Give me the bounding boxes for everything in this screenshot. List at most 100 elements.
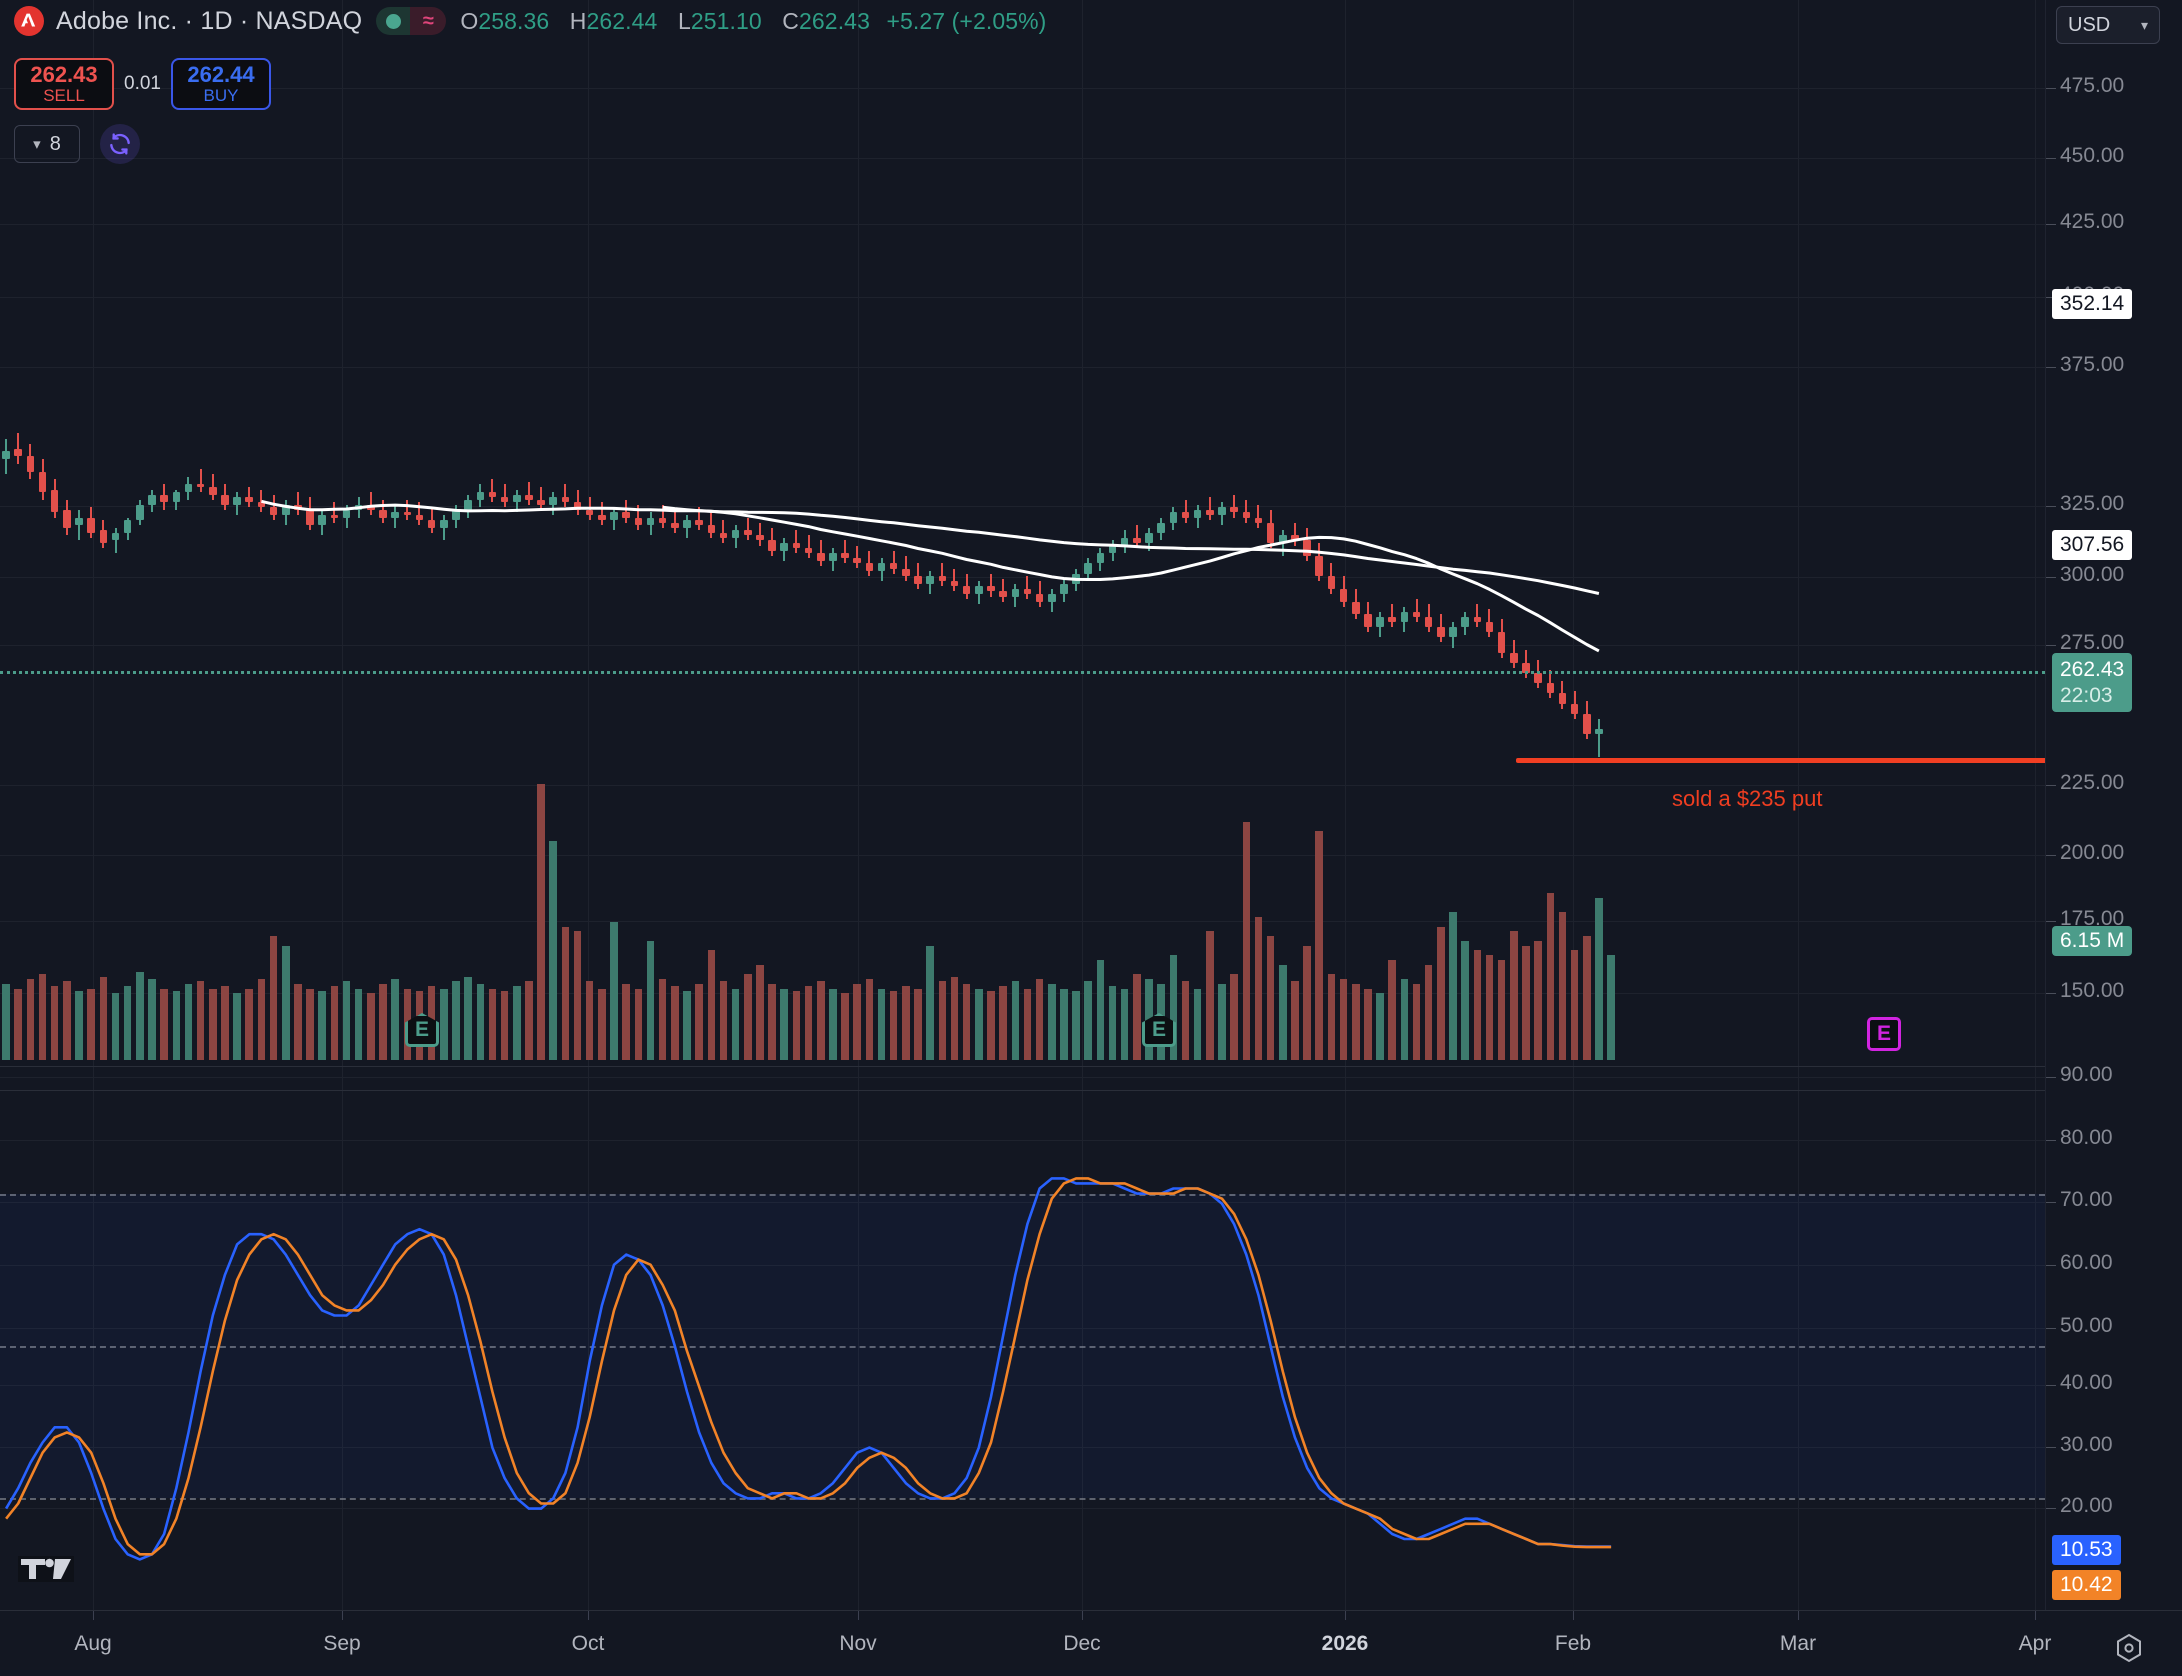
- volume-bar: [1072, 990, 1080, 1060]
- candle-body: [160, 494, 168, 503]
- candle-body: [634, 517, 643, 526]
- chevron-down-icon[interactable]: ▾: [33, 136, 41, 153]
- candlestick: [476, 484, 485, 508]
- candle-body: [525, 494, 533, 500]
- candle-body: [26, 456, 35, 472]
- currency-label: USD: [2068, 13, 2111, 36]
- candle-body: [768, 540, 776, 551]
- candlestick: [1534, 660, 1542, 689]
- earnings-marker-future[interactable]: E: [1867, 1017, 1901, 1051]
- volume-bar: [889, 990, 898, 1060]
- grid-line: [0, 1077, 2045, 1078]
- volume-bar: [999, 986, 1007, 1060]
- candlestick: [549, 492, 557, 515]
- candle-body: [683, 520, 691, 528]
- candlestick: [816, 540, 825, 566]
- chart-header-legend[interactable]: Adobe Inc. · 1D · NASDAQ ≈ O258.36 H262.…: [0, 0, 1046, 42]
- earnings-marker-past-2[interactable]: E: [1142, 1013, 1176, 1047]
- candlestick: [1181, 499, 1190, 523]
- volume-bar: [1570, 950, 1579, 1060]
- volume-bar: [1315, 831, 1324, 1060]
- symbol-title[interactable]: Adobe Inc. · 1D · NASDAQ: [56, 6, 363, 35]
- candlestick: [330, 502, 339, 523]
- candle-body: [87, 517, 95, 533]
- candlestick: [926, 571, 934, 594]
- candle-body: [1327, 576, 1336, 589]
- candlestick: [622, 499, 630, 523]
- currency-selector[interactable]: USD ▾: [2056, 6, 2160, 44]
- candle-wick: [795, 530, 798, 554]
- candlestick: [1169, 507, 1178, 531]
- price-axis-tick-label: 200.00: [2060, 841, 2125, 864]
- candle-body: [123, 520, 132, 533]
- annotation-label[interactable]: sold a $235 put: [1672, 786, 1823, 811]
- price-axis-tick-label: 275.00: [2060, 631, 2125, 654]
- quantity-stepper[interactable]: ▾ 8: [14, 125, 80, 163]
- time-axis-tick-mark: [588, 1611, 589, 1620]
- pane-separator-volume[interactable]: [0, 1066, 2182, 1067]
- order-widget[interactable]: 262.43 SELL 0.01 262.44 BUY ▾ 8: [14, 58, 271, 164]
- open-label: O: [460, 7, 479, 34]
- volume-bar: [1084, 981, 1092, 1060]
- candle-body: [14, 448, 22, 457]
- candle-body: [50, 489, 59, 513]
- volume-bar: [1339, 979, 1348, 1060]
- candlestick: [488, 479, 497, 503]
- volume-bar: [1388, 960, 1396, 1060]
- wave-icon[interactable]: ≈: [410, 7, 447, 35]
- axis-tick-mark: [2046, 506, 2056, 507]
- candle-body: [1449, 627, 1457, 638]
- candle-body: [780, 543, 789, 551]
- candlestick: [379, 499, 387, 523]
- earnings-marker-label: E: [414, 1018, 429, 1041]
- candle-body: [500, 497, 509, 503]
- volume-bar: [1522, 945, 1530, 1060]
- time-axis[interactable]: Aug Sep Oct Nov Dec 2026 Feb Mar Apr: [0, 1610, 2182, 1676]
- chart-plot-area[interactable]: [0, 0, 2045, 1676]
- volume-bar: [731, 988, 740, 1060]
- close-label: C: [782, 7, 800, 34]
- volume-bar: [1558, 912, 1567, 1060]
- candle-wick: [1208, 497, 1211, 521]
- candlestick: [440, 514, 448, 541]
- candle-body: [1133, 537, 1141, 544]
- axis-tick-mark: [2046, 1140, 2056, 1141]
- candle-body: [1364, 614, 1372, 628]
- candle-wick: [989, 573, 992, 597]
- sell-button[interactable]: 262.43 SELL: [14, 58, 114, 110]
- chevron-down-icon[interactable]: ▾: [2140, 16, 2148, 33]
- candle-body: [172, 492, 181, 503]
- chart-style-toggle[interactable]: ≈: [376, 7, 447, 35]
- candles-icon[interactable]: [376, 7, 411, 35]
- volume-bar: [585, 981, 594, 1060]
- grid-line: [0, 88, 2045, 89]
- refresh-icon[interactable]: [100, 124, 140, 164]
- tradingview-logo-icon[interactable]: [18, 1550, 74, 1588]
- candle-body: [1266, 522, 1275, 543]
- candle-body: [148, 494, 156, 505]
- gear-icon[interactable]: [2112, 1632, 2146, 1664]
- candlestick: [367, 492, 375, 515]
- adobe-logo-icon: [14, 6, 44, 36]
- time-axis-label: Aug: [74, 1632, 112, 1655]
- volume-bar: [816, 981, 825, 1060]
- candlestick: [1388, 604, 1396, 628]
- axis-tick-mark: [2046, 1508, 2056, 1509]
- last-price-badge[interactable]: 262.43 22:03: [2052, 653, 2133, 713]
- candlestick: [1157, 517, 1165, 541]
- last-price-countdown: 22:03: [2060, 683, 2113, 707]
- price-axis-tick-label: 375.00: [2060, 353, 2125, 376]
- candlestick: [111, 527, 120, 554]
- pane-separator-stoch[interactable]: [0, 1090, 2182, 1091]
- moving-average-overlays: [261, 499, 1600, 653]
- volume-bar: [391, 979, 399, 1060]
- price-axis[interactable]: USD ▾ 475.00450.00425.00400.00375.00325.…: [2045, 0, 2182, 1676]
- candlestick: [1206, 497, 1214, 521]
- volume-bar: [123, 986, 132, 1060]
- candle-body: [865, 563, 874, 572]
- axis-tick-mark: [2046, 1328, 2056, 1329]
- axis-tick-mark: [2046, 158, 2056, 159]
- time-axis-tick-mark: [1573, 1611, 1574, 1620]
- annotation-ray[interactable]: [1516, 758, 2056, 763]
- buy-button[interactable]: 262.44 BUY: [171, 58, 271, 110]
